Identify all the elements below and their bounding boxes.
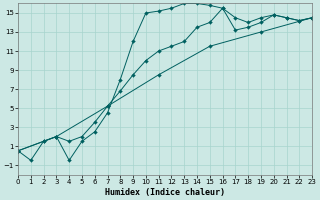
X-axis label: Humidex (Indice chaleur): Humidex (Indice chaleur) — [105, 188, 225, 197]
